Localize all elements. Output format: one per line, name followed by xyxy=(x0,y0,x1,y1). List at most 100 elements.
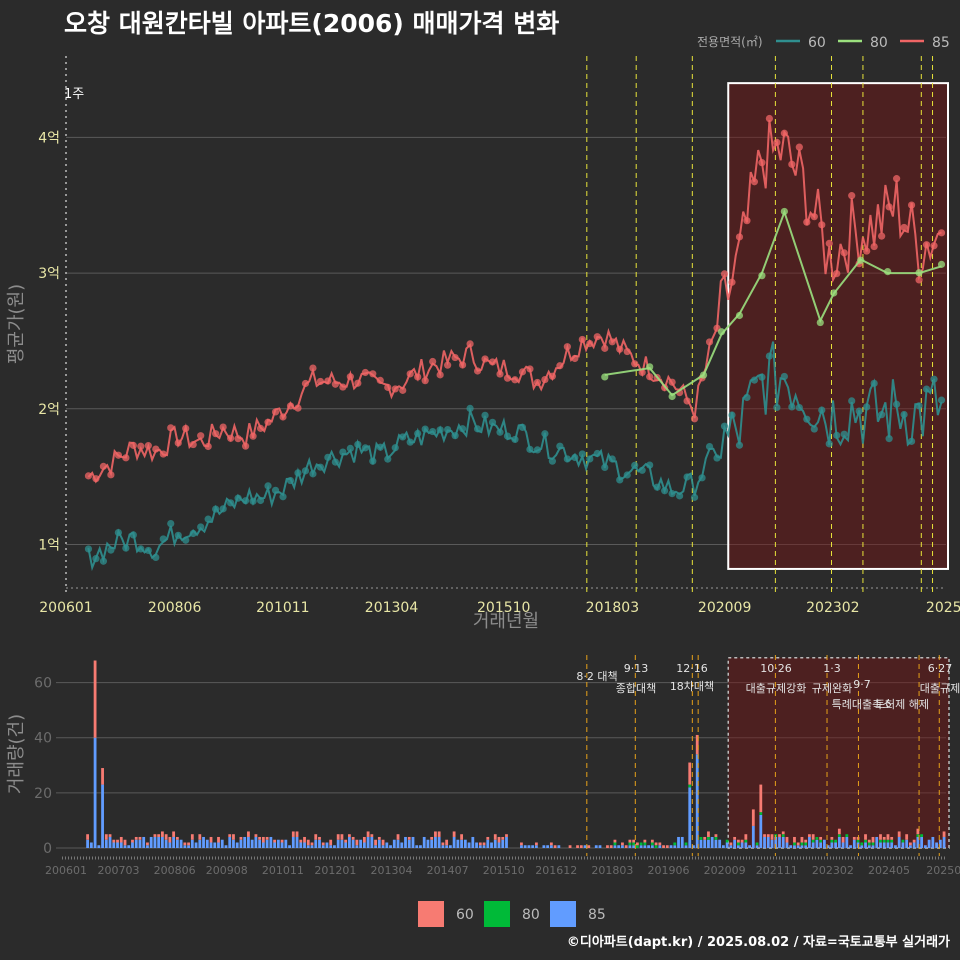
series-point-85 xyxy=(361,368,369,377)
series-point-60 xyxy=(197,523,205,531)
series-point-85 xyxy=(907,201,916,209)
bar-60 xyxy=(501,836,505,840)
bar-85 xyxy=(460,839,464,848)
bar-85 xyxy=(370,836,374,848)
bar-80 xyxy=(856,839,860,843)
bar-85 xyxy=(778,836,781,848)
series-point-60 xyxy=(773,403,781,412)
bar-85 xyxy=(845,836,849,848)
bar-60 xyxy=(770,834,774,840)
series-point-85 xyxy=(548,372,556,380)
bar-85 xyxy=(411,836,415,848)
series-point-60 xyxy=(271,486,280,494)
series-point-85 xyxy=(488,358,497,366)
bar-85 xyxy=(837,836,841,848)
bar-85 xyxy=(628,845,632,848)
bar-85 xyxy=(725,842,729,848)
series-point-60 xyxy=(601,463,609,472)
bar-85 xyxy=(97,845,101,848)
series-point-85 xyxy=(930,242,938,250)
bar-80 xyxy=(916,834,920,837)
bar-85 xyxy=(392,839,396,848)
bar-80 xyxy=(834,839,838,843)
series-point-60 xyxy=(473,425,482,433)
bar-85 xyxy=(366,836,370,848)
bar-60 xyxy=(942,831,946,837)
bar-60 xyxy=(452,831,456,837)
x-tick-label: 200601 xyxy=(39,600,92,616)
series-point-85 xyxy=(114,451,122,459)
series-point-60 xyxy=(227,499,235,507)
series-point-85 xyxy=(773,138,781,146)
bar-85 xyxy=(127,845,131,848)
bar-80 xyxy=(864,839,867,843)
bar-85 xyxy=(766,836,770,848)
series-point-85 xyxy=(735,233,744,241)
series-point-60 xyxy=(316,463,325,471)
series-point-60 xyxy=(548,457,556,465)
bar-80 xyxy=(632,842,636,846)
bar-80 xyxy=(714,836,718,840)
series-point-85 xyxy=(503,374,512,382)
bar-60 xyxy=(897,831,901,837)
bar-85 xyxy=(897,836,901,848)
bar-60 xyxy=(104,834,108,840)
series-point-80 xyxy=(668,392,676,401)
bar-60 xyxy=(138,836,142,840)
bar-85 xyxy=(463,839,467,848)
bar-85 xyxy=(759,814,763,848)
series-point-60 xyxy=(526,445,534,453)
bar-85 xyxy=(288,845,291,848)
series-point-60 xyxy=(713,454,721,462)
bar-80 xyxy=(613,842,617,846)
series-point-85 xyxy=(593,333,601,341)
bar-85 xyxy=(220,839,224,848)
series-point-85 xyxy=(937,229,946,237)
series-point-85 xyxy=(863,247,871,255)
bar-85 xyxy=(359,839,363,848)
series-point-85 xyxy=(316,377,325,386)
bar-85 xyxy=(684,845,688,848)
bar-85 xyxy=(142,836,146,848)
bottom-legend: 60 80 85 xyxy=(418,901,606,927)
series-point-85 xyxy=(354,379,362,387)
bar-80 xyxy=(639,842,643,846)
bar-85 xyxy=(860,845,864,848)
bar-60 xyxy=(441,842,445,846)
series-point-85 xyxy=(571,354,579,363)
series-point-85 xyxy=(324,377,332,385)
bar-80 xyxy=(819,839,823,843)
bar-60 xyxy=(879,834,882,840)
series-point-85 xyxy=(264,418,272,426)
bar-85 xyxy=(751,825,755,848)
bar-60 xyxy=(377,836,381,840)
x-tick-label: 202009 xyxy=(698,600,751,616)
bar-85 xyxy=(291,836,295,848)
series-point-85 xyxy=(496,370,504,378)
bar-85 xyxy=(938,839,942,848)
series-point-85 xyxy=(391,385,399,393)
bar-80 xyxy=(845,834,849,837)
bar-85 xyxy=(482,845,486,848)
series-point-85 xyxy=(616,345,624,353)
bar-60 xyxy=(430,836,434,840)
series-point-60 xyxy=(863,403,871,411)
series-point-60 xyxy=(795,403,803,412)
bar-85 xyxy=(344,842,348,848)
bar-60 xyxy=(890,836,894,840)
series-point-60 xyxy=(309,470,317,478)
series-point-60 xyxy=(84,545,93,553)
series-point-60 xyxy=(556,442,564,450)
bar-85 xyxy=(875,836,879,848)
series-point-60 xyxy=(705,442,714,451)
series-point-60 xyxy=(212,505,220,513)
series-line-80 xyxy=(604,209,942,397)
bar-85 xyxy=(86,839,90,848)
series-point-60 xyxy=(301,467,310,475)
series-point-85 xyxy=(870,242,878,251)
bottom-x-tick-label: 200806 xyxy=(154,864,196,877)
series-point-85 xyxy=(788,160,796,168)
x-tick-label: 201011 xyxy=(256,600,309,616)
bar-60 xyxy=(808,834,811,837)
bar-85 xyxy=(804,845,808,848)
